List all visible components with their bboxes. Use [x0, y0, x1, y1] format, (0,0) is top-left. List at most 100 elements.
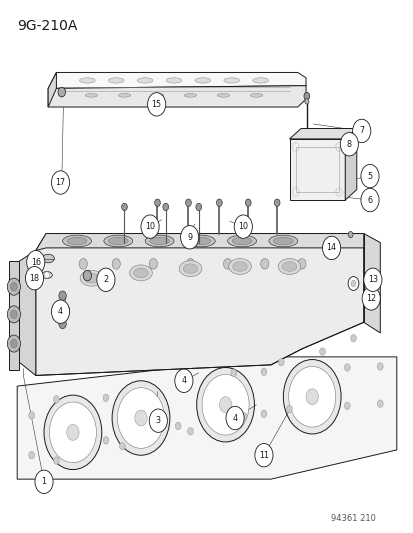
Text: 15: 15 — [151, 100, 161, 109]
Ellipse shape — [228, 259, 251, 274]
Circle shape — [344, 364, 349, 371]
Ellipse shape — [108, 237, 128, 245]
Text: 9: 9 — [187, 233, 192, 242]
Circle shape — [26, 251, 45, 274]
Circle shape — [51, 300, 69, 324]
Polygon shape — [48, 72, 305, 88]
Ellipse shape — [137, 78, 152, 83]
Circle shape — [28, 451, 34, 459]
Ellipse shape — [62, 235, 91, 247]
Circle shape — [7, 278, 21, 295]
Ellipse shape — [108, 78, 124, 83]
Circle shape — [361, 287, 380, 310]
Ellipse shape — [297, 259, 305, 269]
Circle shape — [162, 203, 168, 211]
Circle shape — [49, 402, 96, 463]
Circle shape — [149, 409, 167, 432]
Circle shape — [241, 413, 247, 420]
Text: 1: 1 — [41, 478, 46, 486]
Ellipse shape — [223, 78, 239, 83]
Text: 7: 7 — [358, 126, 363, 135]
Circle shape — [245, 199, 251, 206]
Circle shape — [216, 199, 222, 206]
Ellipse shape — [145, 235, 173, 247]
Polygon shape — [289, 139, 344, 200]
Ellipse shape — [84, 273, 98, 283]
Text: 12: 12 — [365, 294, 375, 303]
Circle shape — [288, 367, 335, 427]
Circle shape — [347, 231, 352, 238]
Ellipse shape — [41, 271, 52, 278]
Circle shape — [286, 405, 292, 413]
Polygon shape — [363, 233, 380, 333]
Circle shape — [282, 360, 340, 434]
Circle shape — [175, 381, 180, 388]
Ellipse shape — [85, 93, 97, 97]
Ellipse shape — [42, 254, 54, 263]
Text: 11: 11 — [258, 451, 268, 460]
Ellipse shape — [79, 259, 87, 269]
Circle shape — [360, 165, 378, 188]
Circle shape — [278, 359, 283, 366]
Text: 16: 16 — [31, 258, 40, 266]
Text: 8: 8 — [346, 140, 351, 149]
Polygon shape — [338, 272, 361, 296]
Ellipse shape — [183, 264, 197, 273]
Polygon shape — [17, 357, 396, 479]
Ellipse shape — [278, 259, 300, 274]
Circle shape — [147, 93, 165, 116]
Polygon shape — [19, 251, 36, 375]
Polygon shape — [289, 128, 356, 139]
Circle shape — [11, 340, 17, 348]
Circle shape — [58, 87, 65, 97]
Text: 18: 18 — [29, 273, 39, 282]
Circle shape — [273, 199, 279, 206]
Circle shape — [377, 363, 382, 370]
Ellipse shape — [166, 78, 181, 83]
Circle shape — [219, 397, 231, 413]
Circle shape — [119, 442, 125, 450]
Circle shape — [7, 335, 21, 352]
Polygon shape — [9, 261, 19, 370]
Ellipse shape — [151, 93, 163, 97]
Ellipse shape — [195, 78, 210, 83]
Circle shape — [202, 374, 249, 435]
Circle shape — [154, 199, 160, 206]
Polygon shape — [48, 86, 305, 107]
Circle shape — [59, 291, 66, 301]
Ellipse shape — [186, 235, 215, 247]
Circle shape — [28, 411, 34, 419]
Circle shape — [350, 335, 356, 342]
Circle shape — [180, 225, 198, 249]
Ellipse shape — [112, 259, 120, 269]
Ellipse shape — [79, 78, 95, 83]
Ellipse shape — [118, 93, 131, 97]
Circle shape — [53, 395, 59, 403]
Circle shape — [187, 427, 193, 435]
Circle shape — [303, 92, 309, 100]
Ellipse shape — [184, 93, 196, 97]
Circle shape — [350, 280, 355, 287]
Circle shape — [11, 282, 17, 291]
Polygon shape — [48, 72, 56, 107]
Ellipse shape — [250, 93, 262, 97]
Ellipse shape — [67, 237, 87, 245]
Circle shape — [196, 368, 254, 442]
Text: 14: 14 — [326, 244, 336, 253]
Circle shape — [344, 402, 349, 409]
Circle shape — [25, 266, 43, 290]
Circle shape — [175, 422, 180, 430]
Ellipse shape — [190, 237, 210, 245]
Ellipse shape — [217, 93, 229, 97]
Ellipse shape — [129, 265, 152, 281]
Ellipse shape — [133, 268, 148, 278]
Circle shape — [225, 406, 244, 430]
Circle shape — [363, 268, 381, 292]
Circle shape — [44, 395, 102, 470]
Text: 4: 4 — [232, 414, 237, 423]
Ellipse shape — [186, 259, 194, 269]
Circle shape — [7, 306, 21, 323]
Circle shape — [51, 171, 69, 194]
Circle shape — [319, 348, 325, 356]
Polygon shape — [36, 233, 363, 251]
